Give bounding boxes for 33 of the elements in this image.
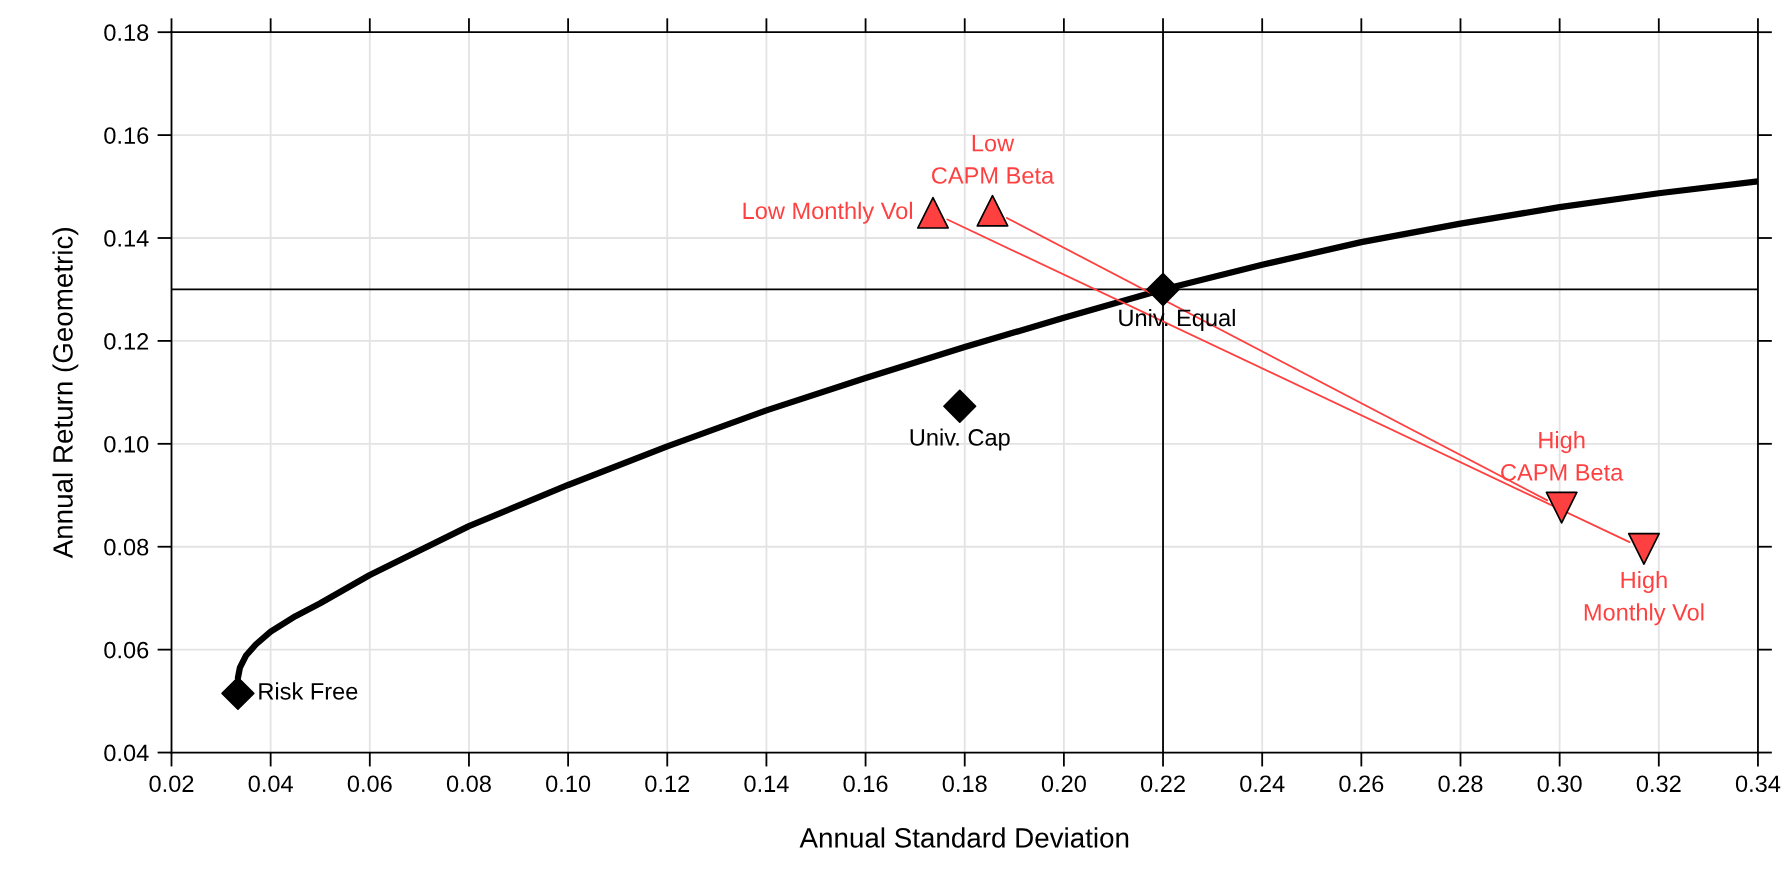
x-tick-label: 0.10 [546,775,591,793]
x-tick-label: 0.18 [942,775,987,793]
x-axis-title: Annual Standard Deviation [799,827,1129,848]
x-tick-label: 0.06 [347,775,392,793]
x-tick-label: 0.28 [1438,775,1483,793]
x-tick-label: 0.22 [1140,775,1185,793]
y-tick-label: 0.06 [104,641,149,659]
y-tick-label: 0.16 [104,127,149,144]
y-tick-label: 0.10 [104,435,149,453]
y-tick-label: 0.08 [104,538,149,556]
series-label: High CAPM Beta [1501,431,1624,481]
series-label: Low Monthly Vol [743,201,912,224]
y-axis-title: Annual Return (Geometric) [52,228,79,559]
x-tick-label: 0.02 [149,775,194,793]
x-tick-label: 0.16 [843,775,888,793]
x-tick-label: 0.08 [446,775,491,793]
series-label: Univ. Cap [910,428,1010,451]
y-tick-label: 0.14 [104,230,149,247]
series-label: Risk Free [259,682,358,700]
x-tick-label: 0.24 [1240,775,1285,793]
x-tick-label: 0.14 [744,775,789,793]
x-tick-label: 0.26 [1339,775,1384,793]
series-label: Low CAPM Beta [932,135,1055,184]
y-tick-label: 0.12 [104,332,149,350]
series-label: High Monthly Vol [1584,571,1704,626]
x-tick-label: 0.12 [645,775,690,793]
x-tick-label: 0.34 [1735,775,1781,793]
x-tick-label: 0.04 [248,775,293,793]
x-tick-label: 0.32 [1636,775,1681,793]
y-tick-label: 0.04 [104,744,149,762]
x-tick-label: 0.30 [1537,775,1582,793]
y-tick-label: 0.18 [104,24,149,41]
x-tick-label: 0.20 [1041,775,1086,793]
